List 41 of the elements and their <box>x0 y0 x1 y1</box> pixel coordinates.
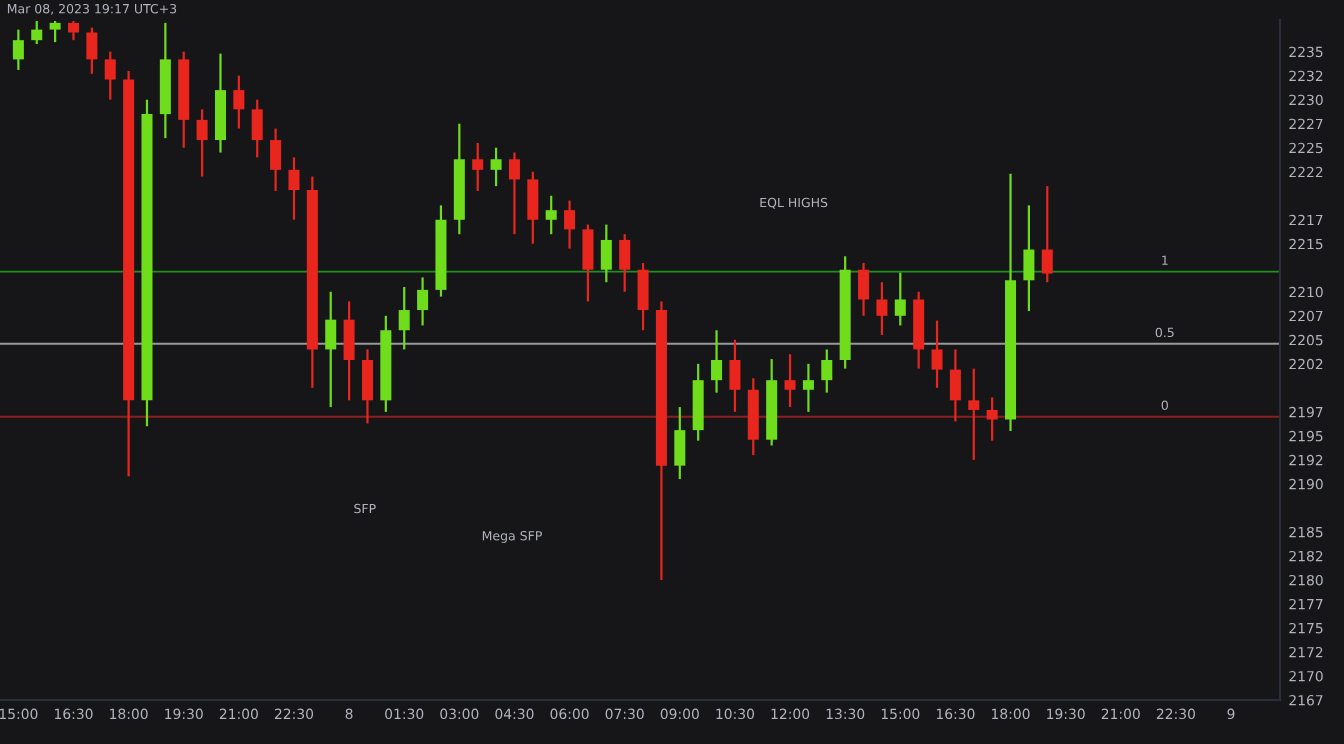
candlestick <box>821 348 833 394</box>
candlestick <box>949 348 961 423</box>
candlestick <box>104 50 116 101</box>
candlestick <box>729 338 741 413</box>
candlestick <box>233 74 245 130</box>
candlestick <box>600 223 612 284</box>
candlestick <box>196 108 208 178</box>
candlestick <box>545 194 557 236</box>
candlestick <box>674 405 686 481</box>
candlestick <box>398 285 410 351</box>
candlestick <box>343 300 355 402</box>
candlestick <box>472 141 484 193</box>
candlestick <box>876 281 888 337</box>
candlestick <box>417 276 429 327</box>
candlestick <box>325 290 337 409</box>
candlestick <box>31 20 43 46</box>
candlestick <box>619 233 631 293</box>
candlestick <box>894 271 906 327</box>
candlestick <box>251 98 263 159</box>
candlestick <box>582 223 594 303</box>
candlestick <box>1041 185 1053 284</box>
candlestick <box>527 170 539 245</box>
candlestick <box>270 127 282 193</box>
candlestick <box>508 151 520 236</box>
candlestick <box>564 199 576 250</box>
candlestick <box>490 146 502 188</box>
candlestick <box>637 261 649 332</box>
candlestick <box>288 156 300 221</box>
candlestick <box>968 367 980 461</box>
candlestick <box>12 28 24 72</box>
candlestick <box>67 20 79 42</box>
candlestick <box>931 319 943 389</box>
candlestick <box>86 26 98 75</box>
candlestick <box>49 20 61 44</box>
candlestick <box>361 348 373 425</box>
candlestick <box>784 353 796 409</box>
candlestick <box>711 329 723 394</box>
candlestick <box>1023 204 1035 313</box>
candlestick <box>802 362 814 413</box>
candlestick <box>858 261 870 317</box>
candlestick <box>986 396 998 442</box>
